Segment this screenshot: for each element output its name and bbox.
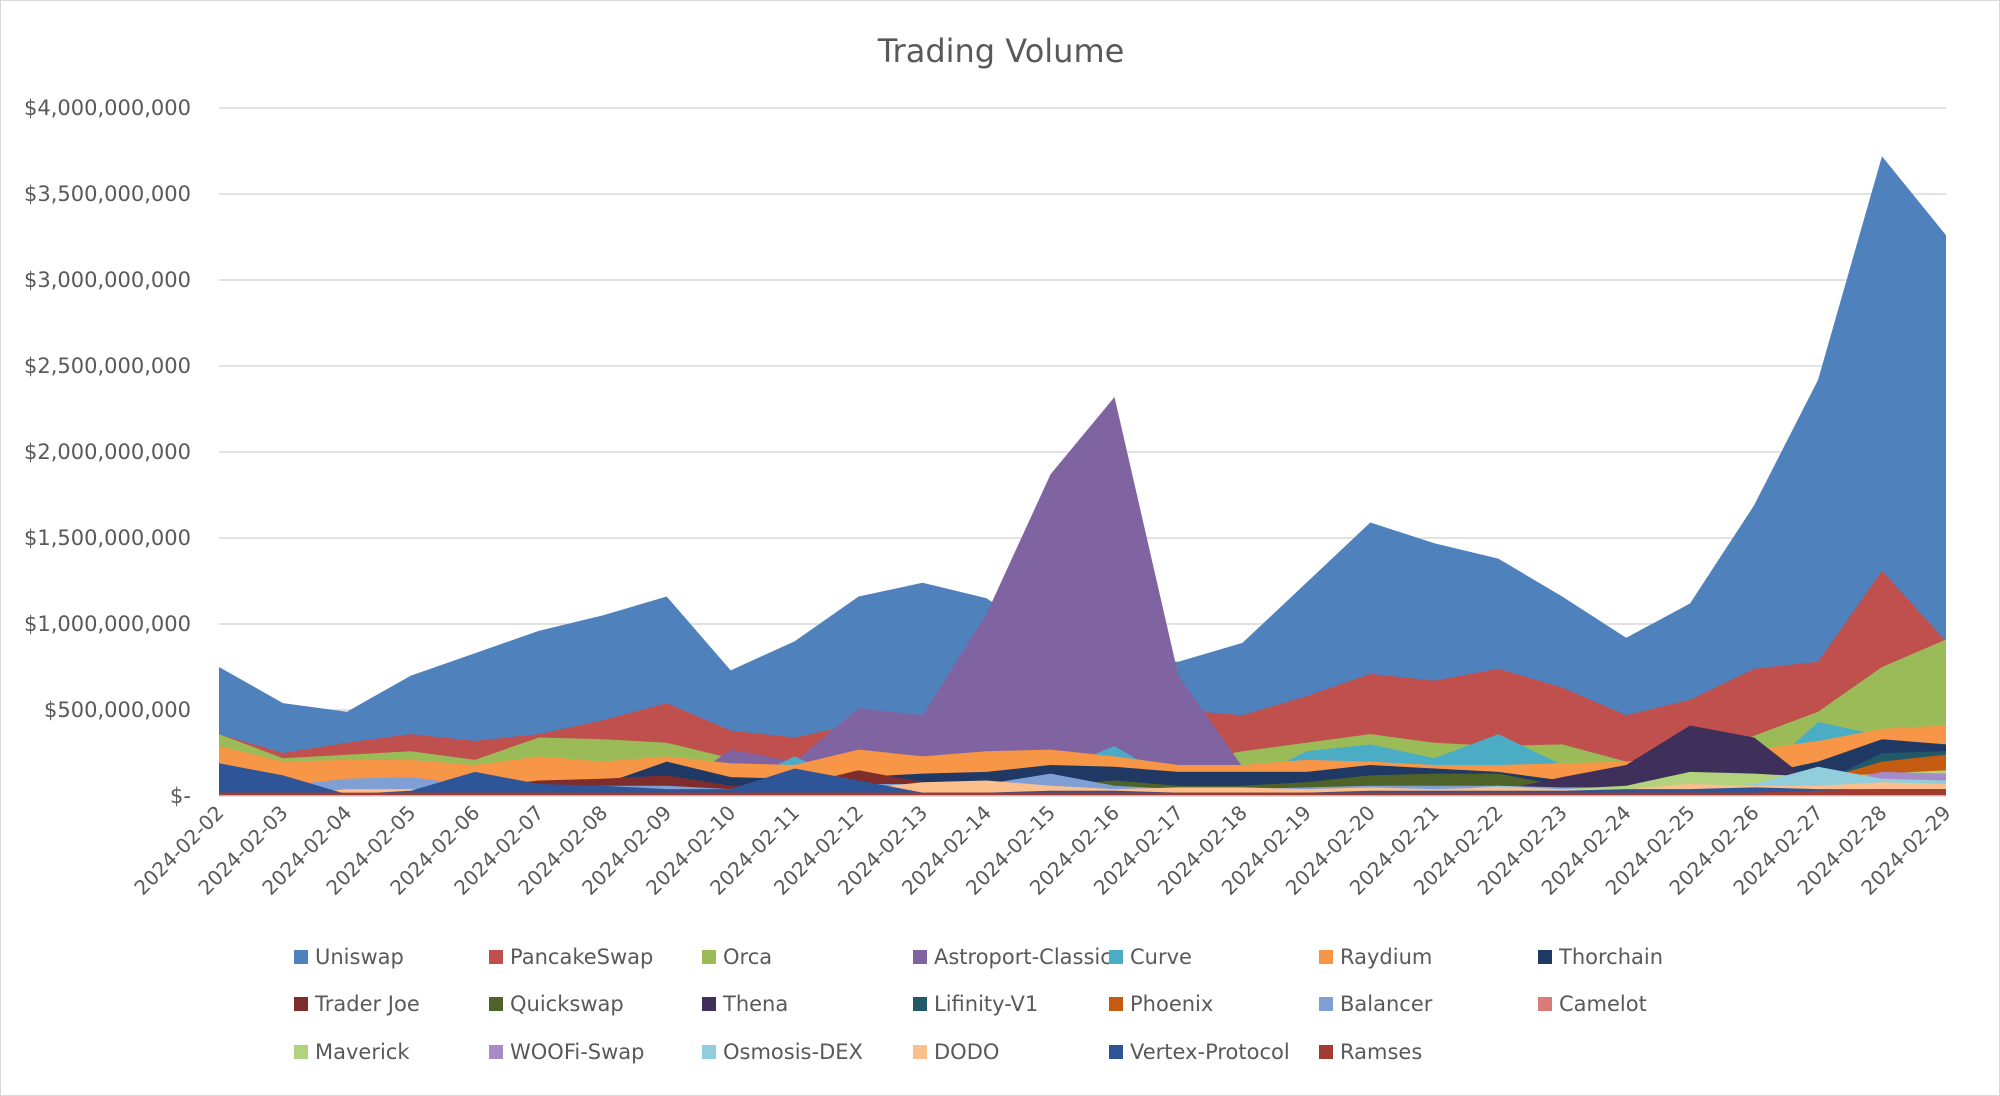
legend-swatch-astroport-classic	[913, 950, 927, 964]
legend-swatch-dodo	[913, 1045, 927, 1059]
legend-label-dodo: DODO	[934, 1040, 999, 1064]
legend-label-thorchain: Thorchain	[1558, 945, 1663, 969]
legend-label-quickswap: Quickswap	[510, 992, 624, 1016]
y-tick-label: $2,000,000,000	[24, 440, 191, 464]
plot-areas	[219, 156, 1946, 796]
legend-swatch-thena	[702, 997, 716, 1011]
legend-swatch-maverick	[294, 1045, 308, 1059]
legend-swatch-vertex-protocol	[1109, 1045, 1123, 1059]
legend-swatch-phoenix	[1109, 997, 1123, 1011]
area-pancakeswap	[219, 570, 1946, 796]
y-tick-label: $3,500,000,000	[24, 182, 191, 206]
chart-title: Trading Volume	[877, 32, 1125, 70]
area-astroport-classic	[219, 397, 1946, 796]
legend-swatch-woofi-swap	[489, 1045, 503, 1059]
legend-swatch-orca	[702, 950, 716, 964]
y-tick-label: $-	[170, 784, 191, 808]
legend-label-trader-joe: Trader Joe	[314, 992, 420, 1016]
y-tick-label: $4,000,000,000	[24, 96, 191, 120]
legend-label-pancakeswap: PancakeSwap	[510, 945, 653, 969]
legend-label-vertex-protocol: Vertex-Protocol	[1130, 1040, 1290, 1064]
legend-label-uniswap: Uniswap	[315, 945, 404, 969]
legend-label-raydium: Raydium	[1340, 945, 1432, 969]
y-tick-label: $2,500,000,000	[24, 354, 191, 378]
legend-label-curve: Curve	[1130, 945, 1192, 969]
legend-label-maverick: Maverick	[315, 1040, 410, 1064]
y-tick-label: $500,000,000	[44, 698, 191, 722]
legend-swatch-osmosis-dex	[702, 1045, 716, 1059]
legend-label-phoenix: Phoenix	[1130, 992, 1213, 1016]
legend-swatch-curve	[1109, 950, 1123, 964]
legend-swatch-lifinity-v1	[913, 997, 927, 1011]
legend-label-astroport-classic: Astroport-Classic	[934, 945, 1112, 969]
legend-swatch-camelot	[1538, 997, 1552, 1011]
legend-label-camelot: Camelot	[1559, 992, 1647, 1016]
legend-label-lifinity-v1: Lifinity-V1	[934, 992, 1038, 1016]
legend-label-woofi-swap: WOOFi-Swap	[510, 1040, 645, 1064]
legend-swatch-raydium	[1319, 950, 1333, 964]
area-ramses	[219, 789, 1946, 796]
legend-swatch-thorchain	[1538, 950, 1552, 964]
legend-label-thena: Thena	[722, 992, 788, 1016]
legend-label-orca: Orca	[723, 945, 772, 969]
legend-swatch-uniswap	[294, 950, 308, 964]
legend-label-balancer: Balancer	[1340, 992, 1433, 1016]
y-tick-label: $1,000,000,000	[24, 612, 191, 636]
y-tick-label: $3,000,000,000	[24, 268, 191, 292]
legend-swatch-balancer	[1319, 997, 1333, 1011]
y-tick-label: $1,500,000,000	[24, 526, 191, 550]
legend-label-osmosis-dex: Osmosis-DEX	[723, 1040, 863, 1064]
legend: Uniswap PancakeSwap Orca Astroport-Classic C…	[294, 945, 1663, 1064]
area-uniswap	[219, 156, 1946, 796]
legend-swatch-trader-joe	[294, 997, 308, 1011]
legend-swatch-quickswap	[489, 997, 503, 1011]
legend-swatch-ramses	[1319, 1045, 1333, 1059]
legend-label-ramses: Ramses	[1340, 1040, 1422, 1064]
legend-swatch-pancakeswap	[489, 950, 503, 964]
